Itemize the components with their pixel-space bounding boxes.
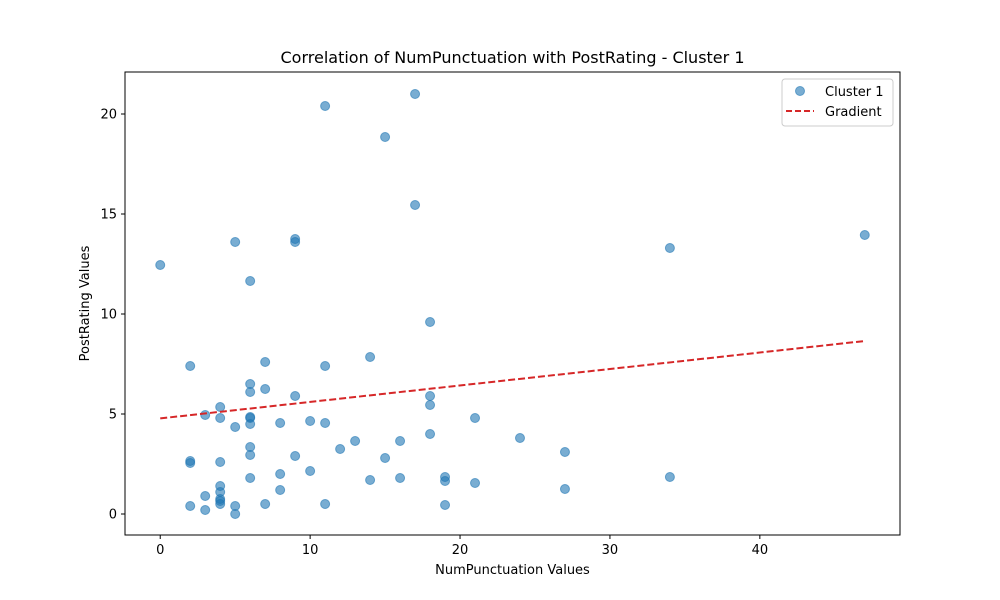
- data-point: [245, 450, 256, 460]
- data-point: [664, 472, 675, 482]
- data-point: [425, 429, 436, 439]
- data-point: [155, 260, 166, 270]
- data-point: [275, 418, 286, 428]
- x-tick-label: 20: [452, 543, 469, 558]
- data-point: [245, 473, 256, 483]
- x-tick-label: 30: [602, 543, 619, 558]
- legend-label-gradient: Gradient: [825, 105, 882, 120]
- data-point: [260, 384, 271, 394]
- data-point: [200, 410, 211, 420]
- x-axis-label: NumPunctuation Values: [435, 563, 590, 578]
- data-point: [410, 89, 421, 99]
- y-tick-label: 20: [100, 108, 117, 123]
- data-point: [305, 466, 316, 476]
- x-tick-label: 0: [156, 543, 164, 558]
- y-tick-label: 15: [100, 208, 117, 223]
- data-point: [290, 451, 301, 461]
- data-point: [410, 200, 421, 210]
- axes-frame: [124, 71, 901, 536]
- data-point: [859, 230, 870, 240]
- gradient-line-group: [160, 340, 865, 420]
- x-tick-label: 40: [752, 543, 769, 558]
- data-point: [559, 447, 570, 457]
- data-point: [470, 478, 481, 488]
- data-point: [365, 352, 376, 362]
- data-point: [320, 499, 331, 509]
- data-point: [335, 444, 346, 454]
- y-tick-label: 10: [100, 308, 117, 323]
- y-tick-label: 5: [109, 408, 117, 423]
- data-point: [305, 416, 316, 426]
- legend-box: [781, 78, 894, 127]
- y-axis: 0 5 10 15 20: [100, 108, 125, 523]
- data-point: [185, 501, 196, 511]
- data-point: [320, 101, 331, 111]
- data-point: [290, 391, 301, 401]
- data-point: [275, 485, 286, 495]
- data-point: [215, 413, 226, 423]
- data-point: [380, 453, 391, 463]
- data-point: [260, 499, 271, 509]
- x-tick-label: 10: [302, 543, 319, 558]
- legend: Cluster 1 Gradient: [781, 78, 894, 127]
- data-point: [664, 243, 675, 253]
- data-point: [350, 436, 361, 446]
- data-point: [425, 317, 436, 327]
- data-point: [185, 361, 196, 371]
- data-point: [275, 469, 286, 479]
- data-point: [245, 413, 256, 423]
- data-point: [559, 484, 570, 494]
- data-point: [320, 418, 331, 428]
- data-point: [230, 237, 241, 247]
- gradient-line: [160, 340, 865, 420]
- axes-background: [125, 72, 900, 535]
- data-point: [380, 132, 391, 142]
- data-point: [365, 475, 376, 485]
- data-point: [320, 361, 331, 371]
- data-point: [440, 476, 451, 486]
- data-point: [425, 391, 436, 401]
- x-axis: 0 10 20 30 40: [156, 535, 768, 558]
- legend-marker-cluster-1: [795, 86, 805, 96]
- data-point: [260, 357, 271, 367]
- data-point: [470, 413, 481, 423]
- data-point: [514, 433, 525, 443]
- data-point: [200, 505, 211, 515]
- data-point: [215, 457, 226, 467]
- data-point: [290, 237, 301, 247]
- y-tick-label: 0: [109, 508, 117, 523]
- cluster-1-points: [155, 89, 870, 519]
- data-point: [395, 473, 406, 483]
- data-point: [440, 500, 451, 510]
- data-point: [245, 276, 256, 286]
- data-point: [425, 400, 436, 410]
- chart-title: Correlation of NumPunctuation with PostR…: [280, 48, 744, 67]
- plot-area: [125, 72, 900, 535]
- data-point: [395, 436, 406, 446]
- data-point: [215, 402, 226, 412]
- data-point: [230, 509, 241, 519]
- y-axis-label: PostRating Values: [78, 245, 93, 361]
- data-point: [200, 491, 211, 501]
- data-point: [230, 422, 241, 432]
- legend-label-cluster-1: Cluster 1: [825, 85, 884, 100]
- data-point: [245, 387, 256, 397]
- data-point: [215, 499, 226, 509]
- data-point: [185, 458, 196, 468]
